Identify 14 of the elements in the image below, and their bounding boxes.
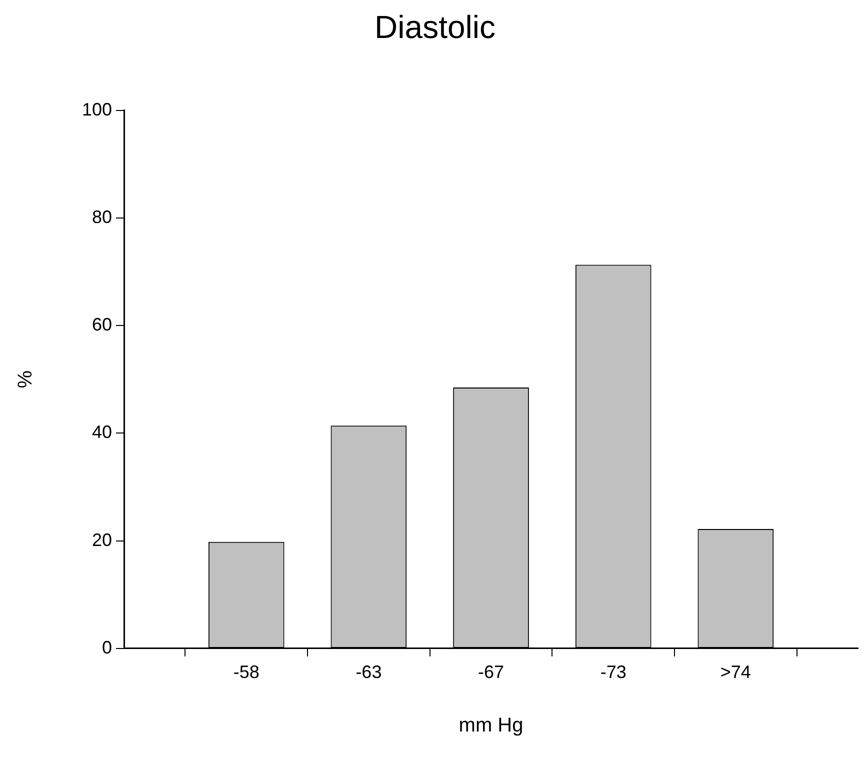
chart-title: Diastolic	[374, 9, 496, 46]
x-tick-label: -58	[233, 662, 260, 682]
x-axis-title: mm Hg	[458, 714, 524, 737]
y-tick-label: 0	[102, 637, 112, 658]
y-axis-title: %	[14, 370, 37, 388]
x-tick-label: >74	[720, 662, 751, 682]
y-tick-label: 40	[92, 422, 112, 442]
y-tick-label: 20	[92, 530, 112, 550]
x-tick-label: -73	[600, 662, 626, 682]
y-tick-label: 100	[82, 99, 112, 120]
y-tick-label: 60	[92, 314, 112, 335]
y-tick-label: 80	[92, 206, 112, 227]
x-tick-label: -63	[356, 662, 382, 682]
x-tick-label: -67	[478, 662, 504, 682]
